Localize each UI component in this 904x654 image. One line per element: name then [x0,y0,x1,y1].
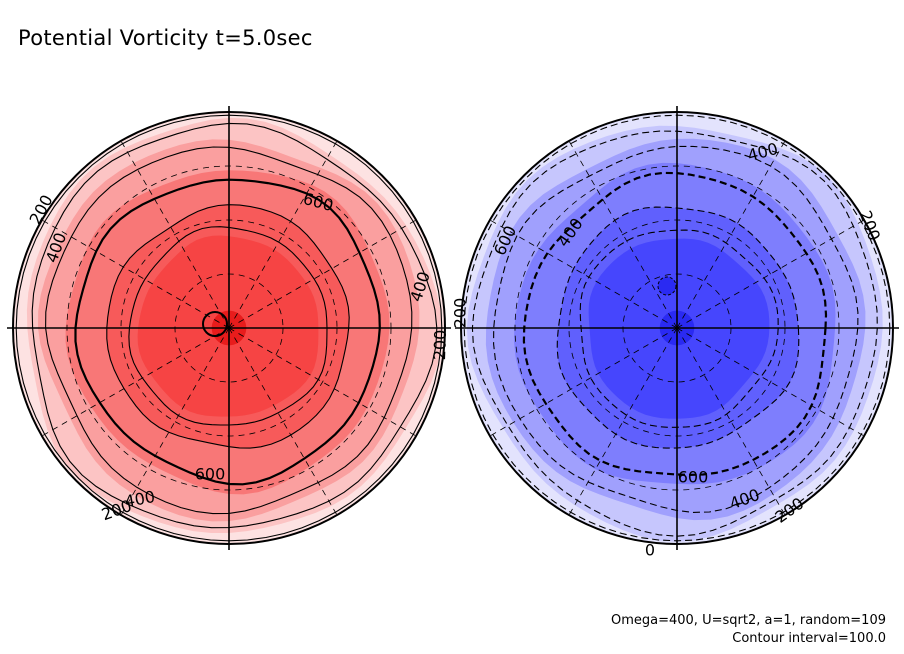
north-graticule-radial [228,327,337,515]
plot-title: Potential Vorticity t=5.0sec [18,26,313,50]
north-boundary [12,111,446,545]
south-pole-vortex [657,276,677,296]
south-contour-label: 200 [451,298,470,329]
south-contour-label: 0 [645,541,655,560]
parameters-note: Omega=400, U=sqrt2, a=1, random=109 [610,613,886,628]
south-contour-label: 600 [678,468,709,487]
north-contour-label: 600 [195,465,226,484]
north-graticule-radial [42,220,230,329]
south-graticule-radial [676,327,785,515]
south-boundary [460,111,894,545]
north-graticule-radial [228,327,416,436]
south-graticule-radial [676,327,864,436]
south-graticule-radial [676,141,785,329]
north-graticule-radial [228,141,337,329]
north-graticule-radial [121,141,230,329]
south-graticule-radial [676,220,864,329]
north-contour-label: 200 [430,329,450,360]
south-graticule-radial [569,141,678,329]
south-graticule-radial [490,220,678,329]
south-graticule-radial [490,327,678,436]
north-graticule-radial [121,327,230,515]
contour-interval-note: Contour interval=100.0 [732,631,886,646]
north-pole-vortex [202,311,228,337]
north-graticule-radial [42,327,230,436]
north-graticule-radial [228,220,416,329]
south-graticule-radial [569,327,678,515]
